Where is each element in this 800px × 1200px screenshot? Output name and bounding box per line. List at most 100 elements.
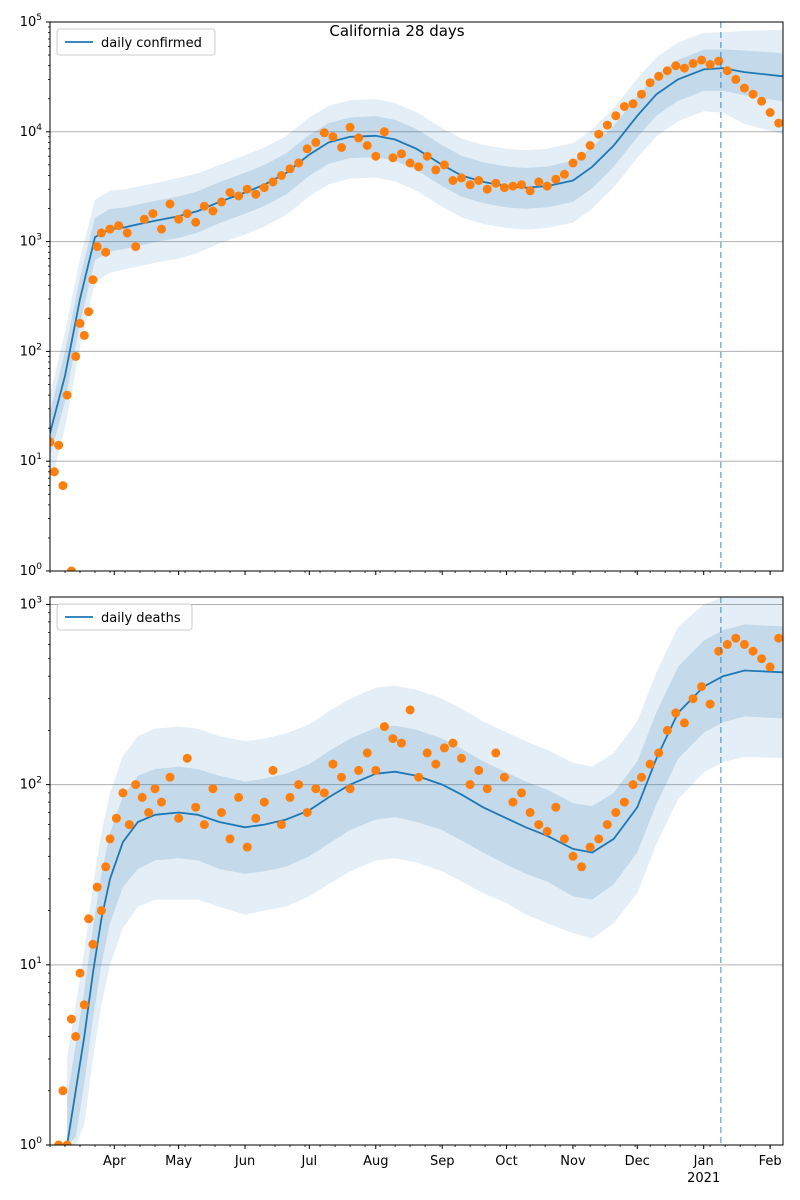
observed-point xyxy=(388,734,398,744)
observed-point xyxy=(92,242,102,252)
observed-point xyxy=(568,158,578,168)
observed-point xyxy=(637,772,646,782)
observed-point xyxy=(594,834,604,844)
observed-point xyxy=(619,102,629,111)
observed-point xyxy=(191,802,201,812)
observed-point xyxy=(131,242,141,252)
observed-point xyxy=(71,1032,81,1041)
observed-point xyxy=(105,224,115,234)
observed-point xyxy=(259,797,269,807)
observed-point xyxy=(585,842,595,852)
y-tick-base: 10 xyxy=(20,958,37,973)
observed-point xyxy=(174,813,184,823)
observed-point xyxy=(371,151,381,161)
observed-point xyxy=(482,184,492,194)
observed-point xyxy=(66,566,76,571)
y-tick-base: 10 xyxy=(20,125,37,140)
observed-point xyxy=(294,780,304,790)
observed-point xyxy=(345,784,355,794)
observed-point xyxy=(242,842,252,852)
observed-point xyxy=(405,158,415,168)
observed-point xyxy=(679,63,689,73)
y-tick-exponent: 2 xyxy=(36,776,42,786)
observed-point xyxy=(457,173,466,183)
observed-point xyxy=(748,89,758,99)
observed-point xyxy=(414,162,424,172)
observed-point xyxy=(491,748,501,758)
observed-point xyxy=(294,158,304,168)
observed-point xyxy=(611,808,621,817)
observed-point xyxy=(88,939,98,949)
observed-point xyxy=(234,191,244,201)
observed-point xyxy=(594,129,604,139)
observed-point xyxy=(302,144,312,154)
y-tick-base: 10 xyxy=(20,454,37,469)
y-tick-label: 104 xyxy=(20,123,43,140)
observed-point xyxy=(448,176,458,185)
observed-point xyxy=(577,151,586,161)
observed-point xyxy=(697,55,707,65)
observed-point xyxy=(517,788,526,798)
observed-point xyxy=(508,181,518,191)
observed-point xyxy=(101,862,111,872)
observed-point xyxy=(662,66,672,76)
observed-point xyxy=(774,118,783,128)
observed-point xyxy=(414,772,424,782)
observed-point xyxy=(302,808,312,817)
observed-point xyxy=(319,788,329,798)
observed-point xyxy=(362,141,372,150)
y-tick-exponent: 1 xyxy=(36,452,42,462)
observed-point xyxy=(585,141,595,150)
observed-point xyxy=(714,56,724,66)
observed-point xyxy=(174,214,184,224)
y-tick-label: 103 xyxy=(20,595,42,612)
observed-point xyxy=(508,797,518,807)
observed-point xyxy=(75,968,85,978)
observed-point xyxy=(474,765,484,775)
observed-point xyxy=(705,60,715,69)
y-tick-label: 103 xyxy=(20,233,42,250)
observed-point xyxy=(124,820,134,830)
observed-point xyxy=(105,834,115,844)
observed-point xyxy=(150,784,160,794)
observed-point xyxy=(111,813,121,823)
observed-point xyxy=(465,780,475,790)
observed-point xyxy=(714,646,724,656)
y-tick-label: 105 xyxy=(20,13,42,30)
observed-point xyxy=(191,217,201,227)
observed-point xyxy=(577,862,586,872)
y-tick-exponent: 0 xyxy=(36,562,42,572)
observed-point xyxy=(96,228,106,238)
observed-point xyxy=(525,186,535,196)
observed-point xyxy=(697,682,707,692)
x-tick-label: Sep xyxy=(430,1154,455,1169)
y-tick-exponent: 3 xyxy=(36,595,42,605)
observed-point xyxy=(405,705,415,715)
observed-point xyxy=(431,759,441,769)
observed-point xyxy=(328,132,338,142)
observed-point xyxy=(705,699,715,709)
observed-point xyxy=(182,209,192,219)
observed-point xyxy=(139,214,149,224)
observed-point xyxy=(774,633,783,643)
observed-point xyxy=(311,137,321,147)
observed-point xyxy=(182,753,192,763)
y-tick-exponent: 5 xyxy=(36,13,42,23)
plot-area xyxy=(50,29,783,571)
observed-point xyxy=(199,820,209,830)
observed-point xyxy=(285,792,295,802)
observed-point xyxy=(62,1140,72,1145)
x-tick-label: Dec xyxy=(625,1154,650,1169)
observed-point xyxy=(92,882,102,892)
axes-frame xyxy=(49,21,784,572)
median-line xyxy=(50,67,783,434)
uncertainty-band xyxy=(50,49,783,457)
observed-point xyxy=(79,330,89,340)
x-tick-label: Jul xyxy=(300,1154,317,1169)
observed-point xyxy=(268,765,278,775)
observed-point xyxy=(157,797,166,807)
observed-point xyxy=(482,784,492,794)
observed-point xyxy=(242,184,252,194)
observed-point xyxy=(208,784,218,794)
observed-point xyxy=(568,851,578,861)
